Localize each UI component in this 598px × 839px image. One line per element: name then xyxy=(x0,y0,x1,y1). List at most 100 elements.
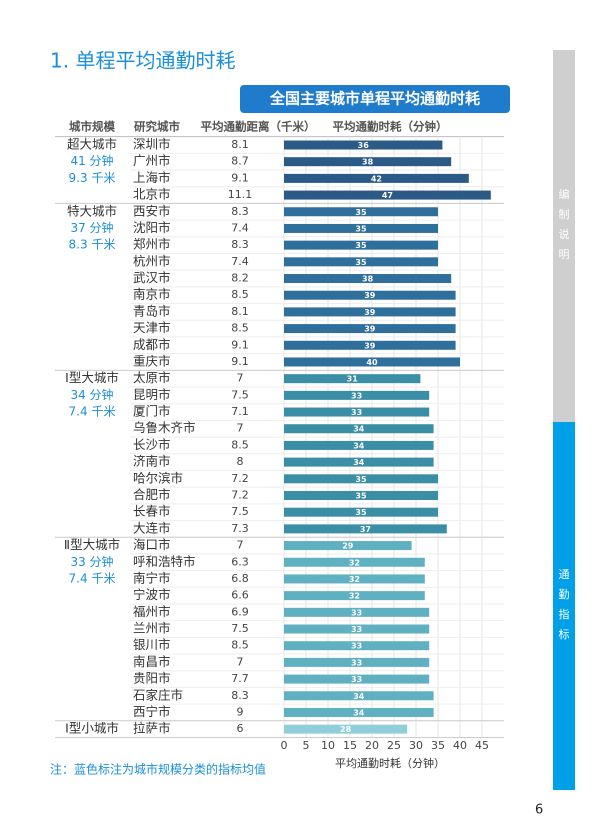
bar-label: 34 xyxy=(353,458,365,467)
bar xyxy=(284,173,469,183)
title-banner xyxy=(240,85,510,113)
bar-label: 35 xyxy=(355,258,367,267)
city-name: 长沙市 xyxy=(133,437,171,452)
city-name: 青岛市 xyxy=(133,303,171,318)
bar-label: 35 xyxy=(355,224,367,233)
city-distance: 8.2 xyxy=(231,272,249,285)
bar xyxy=(284,157,452,167)
bar xyxy=(284,707,434,717)
city-distance: 8.1 xyxy=(231,138,249,151)
bar xyxy=(284,357,460,367)
city-distance: 6.6 xyxy=(231,589,249,602)
city-distance: 8.5 xyxy=(231,438,249,451)
city-distance: 7.1 xyxy=(231,405,249,418)
bar xyxy=(284,674,430,684)
x-tick-label: 25 xyxy=(387,739,401,752)
bar-label: 39 xyxy=(364,308,376,317)
bar xyxy=(284,574,425,584)
page-number: 6 xyxy=(535,803,543,818)
group-time: 34 分钟 xyxy=(70,387,113,402)
city-name: 合肥市 xyxy=(133,487,171,502)
city-distance: 8.7 xyxy=(231,155,249,168)
bar xyxy=(284,490,438,500)
city-distance: 8.3 xyxy=(231,689,249,702)
bar-label: 34 xyxy=(353,425,365,434)
city-distance: 7 xyxy=(237,372,244,385)
bar xyxy=(284,257,438,267)
city-distance: 7 xyxy=(237,422,244,435)
sidebar-label: 编 xyxy=(559,187,570,201)
city-name: 福州市 xyxy=(133,604,171,619)
bar-label: 31 xyxy=(347,375,359,384)
bar-label: 33 xyxy=(351,608,362,617)
bar xyxy=(284,607,430,617)
sidebar-tab xyxy=(553,50,575,422)
city-name: 大连市 xyxy=(133,520,171,535)
city-distance: 8.3 xyxy=(231,238,249,251)
bar xyxy=(284,390,430,400)
city-distance: 9.1 xyxy=(231,338,249,351)
city-name: 南宁市 xyxy=(133,570,171,585)
bar xyxy=(284,424,434,434)
column-header: 平均通勤时耗（分钟） xyxy=(333,120,448,134)
city-name: 贵阳市 xyxy=(133,671,171,686)
city-name: 西安市 xyxy=(133,203,171,218)
city-distance: 7.5 xyxy=(231,505,249,518)
sidebar-label: 说 xyxy=(559,227,570,241)
group-time: 33 分钟 xyxy=(70,554,113,569)
bar-label: 39 xyxy=(364,341,376,350)
x-tick-label: 15 xyxy=(343,739,357,752)
city-name: 济南市 xyxy=(133,454,171,469)
sidebar-label: 通 xyxy=(559,568,570,581)
bar xyxy=(284,624,430,634)
city-name: 石家庄市 xyxy=(133,687,183,702)
group-name: Ⅰ型小城市 xyxy=(65,721,119,736)
bar-label: 38 xyxy=(362,158,374,167)
bar-label: 39 xyxy=(364,291,376,300)
city-name: 太原市 xyxy=(133,370,171,385)
city-name: 哈尔滨市 xyxy=(133,470,183,485)
city-name: 沈阳市 xyxy=(133,220,171,235)
bar-label: 39 xyxy=(364,325,376,334)
city-name: 兰州市 xyxy=(133,621,171,636)
note: 注：蓝色标注为城市规模分类的指标均值 xyxy=(50,762,266,777)
bar xyxy=(284,507,438,517)
city-distance: 8.5 xyxy=(231,288,249,301)
bar xyxy=(284,340,456,350)
city-name: 广州市 xyxy=(133,153,171,168)
group-distance: 9.3 千米 xyxy=(69,171,116,185)
group-distance: 7.4 千米 xyxy=(69,571,116,585)
city-distance: 6.8 xyxy=(231,572,249,585)
sidebar-tab-active xyxy=(553,422,575,790)
city-distance: 7.5 xyxy=(231,622,249,635)
bar-label: 36 xyxy=(358,141,370,150)
city-name: 厦门市 xyxy=(133,404,171,419)
bar xyxy=(284,457,434,467)
group-time: 37 分钟 xyxy=(70,220,113,235)
bar xyxy=(284,407,430,417)
city-name: 天津市 xyxy=(133,320,171,335)
sidebar-label: 标 xyxy=(559,627,570,641)
x-tick-label: 35 xyxy=(431,739,445,752)
city-name: 西宁市 xyxy=(133,704,171,719)
city-name: 昆明市 xyxy=(133,387,171,402)
bar xyxy=(284,223,438,233)
city-distance: 8.3 xyxy=(231,205,249,218)
x-tick-label: 0 xyxy=(281,739,288,752)
bar-label: 33 xyxy=(351,391,362,400)
bar xyxy=(284,307,456,317)
x-tick-label: 20 xyxy=(365,739,379,752)
city-distance: 9.1 xyxy=(231,355,249,368)
city-name: 北京市 xyxy=(133,187,171,202)
bar xyxy=(284,240,438,250)
bar-label: 35 xyxy=(355,508,367,517)
city-distance: 7 xyxy=(237,539,244,552)
city-distance: 8.5 xyxy=(231,322,249,335)
city-name: 深圳市 xyxy=(133,137,171,152)
column-header: 平均通勤距离（千米） xyxy=(201,120,316,134)
bar-label: 47 xyxy=(382,191,393,200)
bar-label: 34 xyxy=(353,708,365,717)
sidebar-label: 指 xyxy=(559,607,570,621)
city-distance: 8 xyxy=(237,455,244,468)
bar xyxy=(284,140,443,150)
